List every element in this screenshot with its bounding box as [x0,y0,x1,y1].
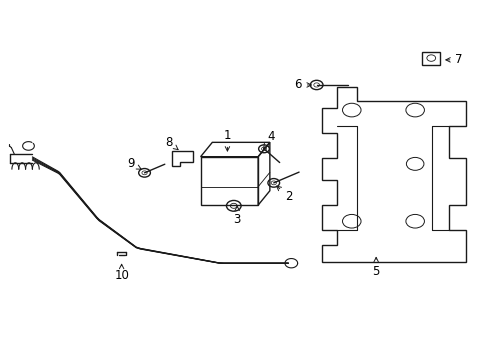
Text: 4: 4 [263,130,275,149]
Text: 8: 8 [165,136,178,150]
Text: 3: 3 [233,206,241,226]
Text: 1: 1 [223,129,231,151]
Text: 6: 6 [294,78,311,91]
Text: 7: 7 [445,53,462,66]
Text: 2: 2 [276,186,291,203]
Text: 5: 5 [372,257,379,278]
Text: 9: 9 [127,157,141,170]
Text: 10: 10 [114,264,129,282]
